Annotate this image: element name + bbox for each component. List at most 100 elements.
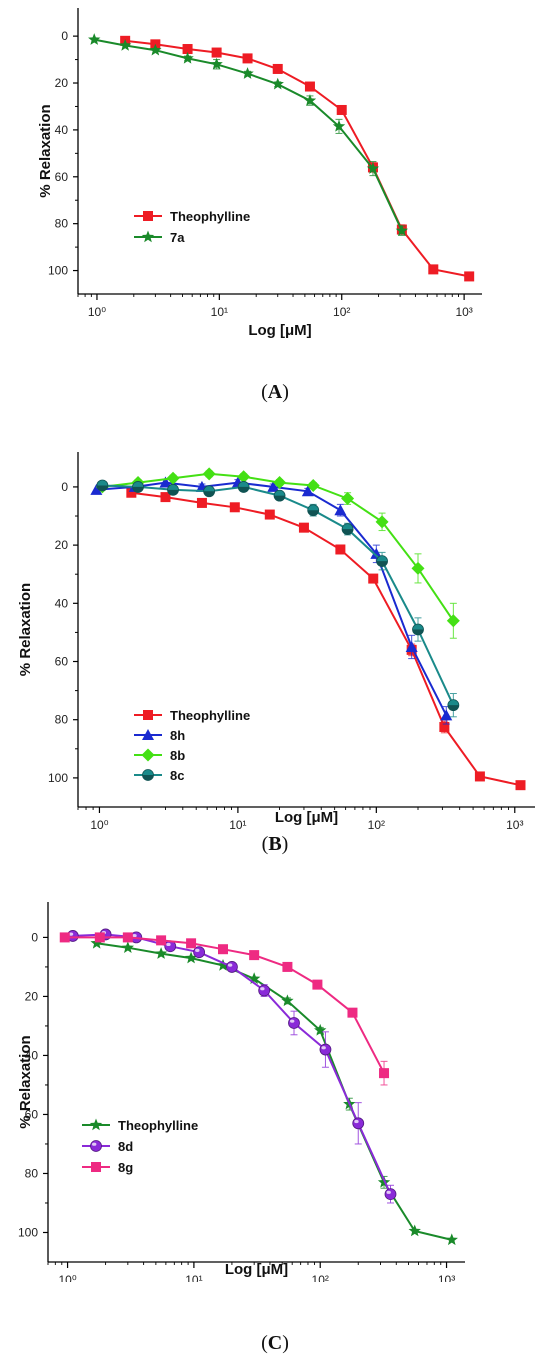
data-point: [184, 951, 198, 964]
data-point: [94, 932, 105, 943]
x-tick-label: 10¹: [229, 818, 246, 832]
data-point: [226, 961, 238, 973]
y-tick-label: 60: [25, 1107, 39, 1121]
data-point: [66, 930, 79, 942]
data-point: [334, 504, 347, 516]
y-tick-label: 60: [55, 170, 69, 184]
legend-label: Theophylline: [118, 1118, 198, 1133]
y-tick-label: 0: [31, 930, 38, 944]
x-tick-label: 10³: [438, 1273, 455, 1282]
data-point: [267, 480, 280, 492]
legend-entry: 8c: [134, 768, 184, 783]
x-tick-label: 10¹: [185, 1273, 202, 1282]
data-point: [167, 483, 179, 496]
data-point: [384, 1188, 397, 1201]
data-point: [304, 81, 315, 92]
data-point: [447, 699, 460, 712]
chart-panel-b: 0 20 40 60 80 100 10⁰ 10¹ 10² 10³ Log [μM] % Relaxa…: [17, 452, 535, 832]
data-point: [181, 51, 194, 64]
data-point: [249, 950, 260, 961]
data-point: [186, 938, 197, 949]
series-7a: [88, 33, 409, 236]
data-point: [121, 941, 135, 953]
legend-marker: [90, 1140, 102, 1152]
legend-marker: [142, 769, 154, 781]
y-tick-label: 100: [48, 264, 68, 278]
chart-panel-a: 0 20 40 60 80 100 10⁰ 10¹ 10² 10³ Log [μM] % Relaxa…: [37, 8, 482, 339]
data-point: [440, 709, 453, 721]
legend-entry: 8b: [134, 748, 185, 763]
series-line: [72, 933, 392, 1195]
data-point: [90, 483, 103, 495]
data-point: [412, 623, 424, 636]
data-point: [247, 972, 261, 984]
data-point: [376, 555, 388, 568]
data-point: [159, 476, 172, 488]
y-tick-label: 40: [25, 1048, 39, 1062]
y-tick-label: 100: [18, 1225, 38, 1239]
series-theophylline: [90, 936, 458, 1246]
y-axis-title: % Relaxation: [37, 104, 54, 197]
legend-entry: 8d: [82, 1139, 133, 1154]
x-tick-label: 10²: [333, 305, 350, 319]
legend-marker: [143, 710, 153, 720]
legend-marker: [91, 1162, 101, 1172]
data-point: [229, 502, 240, 513]
data-point: [273, 476, 287, 490]
y-tick-label: 80: [25, 1166, 39, 1180]
data-point: [464, 271, 475, 282]
data-point: [366, 162, 380, 174]
data-point: [202, 467, 216, 481]
data-point: [446, 614, 460, 628]
data-point: [241, 67, 254, 79]
data-point: [90, 936, 103, 949]
data-point: [428, 264, 439, 275]
y-tick-label: 60: [55, 655, 69, 669]
data-point: [210, 57, 223, 70]
x-tick-label: 10¹: [211, 305, 228, 319]
data-point: [411, 561, 425, 575]
x-tick-label: 10²: [312, 1273, 329, 1282]
data-point: [272, 63, 283, 74]
x-tick-label: 10⁰: [90, 818, 108, 832]
data-point: [445, 1233, 458, 1246]
data-point: [474, 771, 485, 782]
series-8d: [66, 928, 397, 1204]
caption-b: (B): [261, 833, 289, 855]
data-point: [439, 721, 450, 732]
series-theophylline: [126, 487, 526, 791]
data-point: [298, 522, 309, 533]
data-point: [335, 544, 346, 555]
series-line: [131, 491, 521, 787]
data-point: [281, 994, 294, 1007]
caption-c: (C): [261, 1332, 289, 1354]
data-point: [237, 481, 250, 493]
data-point: [314, 1023, 327, 1036]
data-point: [273, 489, 286, 502]
data-point: [126, 487, 137, 498]
y-tick-label: 20: [55, 538, 69, 552]
data-point: [218, 944, 229, 955]
legend-marker: [142, 729, 154, 740]
caption-a: (A): [261, 381, 289, 403]
y-tick-label: 40: [55, 596, 69, 610]
data-point: [118, 39, 132, 51]
data-point: [319, 1043, 332, 1056]
legend-marker: [89, 1118, 103, 1131]
data-point: [336, 104, 347, 115]
data-point: [211, 47, 222, 58]
x-axis-title: Log [μM]: [248, 322, 311, 339]
y-tick-label: 0: [61, 29, 68, 43]
data-point: [216, 958, 230, 971]
x-tick-label: 10⁰: [58, 1273, 76, 1282]
y-tick-label: 20: [55, 76, 69, 90]
series-line: [64, 936, 385, 1074]
data-point: [332, 119, 346, 132]
data-point: [182, 44, 193, 55]
data-point: [341, 492, 355, 506]
data-point: [312, 979, 323, 990]
y-tick-label: 100: [48, 771, 68, 785]
legend-label: Theophylline: [170, 708, 250, 723]
series-8g: [59, 932, 390, 1086]
x-tick-label: 10³: [506, 818, 523, 832]
